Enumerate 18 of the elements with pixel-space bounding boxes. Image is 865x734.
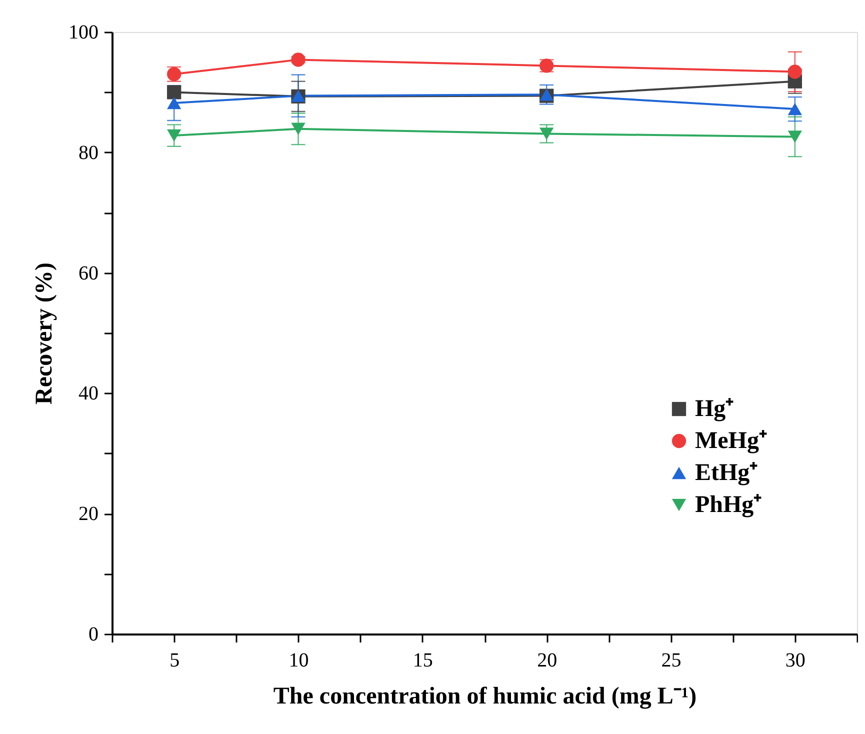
legend-label: PhHg⁺: [695, 492, 762, 518]
y-tick-label: 80: [78, 142, 98, 164]
y-tick-label: 40: [78, 382, 98, 405]
x-tick-label: 10: [288, 650, 309, 672]
y-tick-label: 100: [68, 22, 98, 44]
y-tick-label: 20: [78, 503, 98, 526]
x-tick-label: 25: [661, 650, 682, 672]
y-tick-label: 60: [78, 262, 98, 284]
legend-label: Hg⁺: [695, 396, 734, 422]
x-tick-label: 20: [537, 650, 558, 672]
y-tick-label: 0: [88, 624, 98, 646]
x-axis-title: The concentration of humic acid (mg L⁻¹): [273, 684, 697, 710]
x-tick-label: 15: [412, 650, 433, 672]
legend-label: EtHg⁺: [695, 460, 758, 486]
y-axis-title: Recovery (%): [32, 262, 58, 404]
x-tick-label: 5: [170, 650, 180, 672]
x-tick-label: 30: [785, 650, 806, 672]
legend-label: MeHg⁺: [695, 428, 767, 454]
